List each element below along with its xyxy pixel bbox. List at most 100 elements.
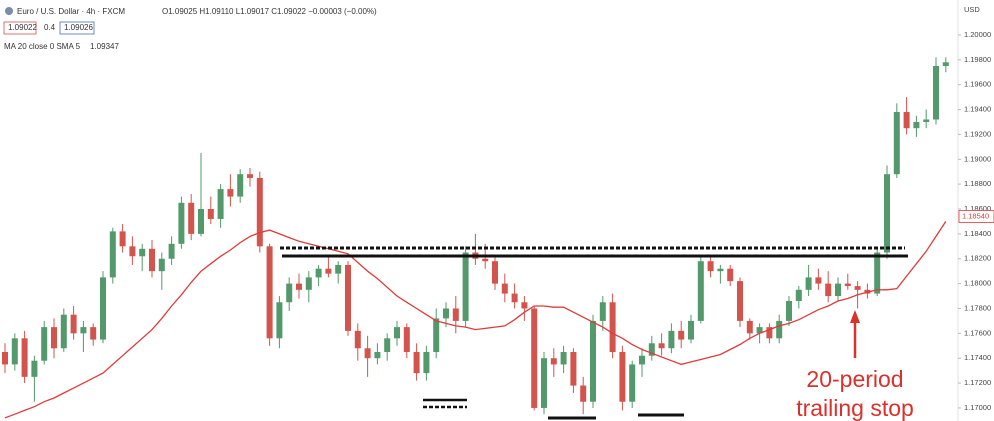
y-tick-label: 1.18600 [964,204,991,213]
candle-body [345,264,351,331]
candle-body [80,327,87,334]
y-tick-label: 1.17400 [964,353,991,362]
candle-body [21,338,28,377]
y-tick-label: 1.19200 [964,129,991,138]
candle-body [825,283,832,297]
ask-box [59,21,95,35]
y-tick-label: 1.19000 [964,154,991,163]
candle-body [815,277,822,284]
candle-body [795,289,802,302]
candle-body [198,209,204,234]
candle-body [70,314,77,334]
candle-body [433,318,440,352]
candle-body [913,121,920,129]
candle-body [560,351,567,365]
plot-area [2,57,949,419]
candle-body [335,264,342,274]
y-tick-label: 1.18200 [964,254,991,263]
candle-body [139,248,146,257]
candle-body [296,283,302,290]
candle-body [100,277,106,340]
candle-body [639,355,645,365]
candle-body [541,358,547,408]
candle-body [237,174,244,197]
y-tick-label: 1.19600 [964,80,991,89]
candle-body [550,358,557,365]
candle-body [462,252,469,321]
y-tick-label: 1.19400 [964,105,991,114]
candle-body [707,261,714,272]
candle-body [688,320,694,340]
candle-body [315,268,322,278]
candle-body [452,308,459,321]
candle-body [942,62,949,67]
candle-body [609,302,616,352]
candle-body [286,283,293,303]
y-tick-label: 1.20000 [964,30,991,39]
candle-body [158,258,165,272]
candle-body [374,351,381,359]
candle-body [119,231,126,247]
candle-body [364,348,371,359]
annotation-line: trailing stop [796,395,914,421]
candle-body [413,351,420,374]
candle-body [11,338,18,365]
indicator-name: MA 20 close 0 SMA 5 [4,42,81,51]
candle-body [521,302,528,309]
chart-title: Euro / U.S. Dollar · 4h · FXCM [17,7,125,16]
candle-body [590,320,596,402]
y-tick-label: 1.17000 [964,403,991,412]
candle-body [276,302,283,339]
bid-value: 1.09022 [8,23,37,32]
candle-body [893,112,900,175]
last-value-box [958,210,994,223]
candle-body [776,320,783,339]
candle-body [217,189,224,219]
candle-body [874,252,881,294]
candle-body [501,283,508,294]
candle-body [766,327,773,339]
candle-body [2,351,8,365]
candle-body [168,243,175,259]
y-tick-label: 1.19800 [964,55,991,64]
candle-body [599,302,606,321]
candle-body [394,327,400,339]
candle-body [580,385,587,402]
candle-body [482,258,489,262]
y-tick-label: 1.18000 [964,279,991,288]
candle-body [756,327,763,334]
candle-body [884,174,890,253]
candle-body [325,268,332,274]
sma-line [4,221,947,419]
candle-body [854,286,861,290]
candle-body [570,351,577,386]
y-tick-label: 1.17800 [964,303,991,312]
candle-body [305,277,312,290]
candle-body [619,351,626,402]
candle-body [109,231,116,278]
candle-body [629,364,636,402]
candle-body [492,261,498,284]
candle-body [178,202,185,244]
y-tick-label: 1.17600 [964,328,991,337]
candle-body [266,246,273,339]
bid-box [3,21,37,35]
annotation-arrowhead [850,310,860,323]
candle-body [90,327,97,340]
candle-body [354,330,361,349]
candle-body [60,314,67,349]
candle-body [903,112,910,129]
candle-body [835,283,841,297]
candle-body [737,281,743,321]
candle-body [678,330,685,340]
candle-body [727,268,734,282]
candle-body [531,308,538,408]
candle-body [443,308,449,319]
symbol-icon [5,7,13,15]
annotation-line: 20-period [806,366,903,392]
candle-body [51,327,57,349]
candle-body [933,66,939,120]
candle-body [844,283,851,287]
candle-body [511,293,518,303]
candle-body [423,351,430,374]
